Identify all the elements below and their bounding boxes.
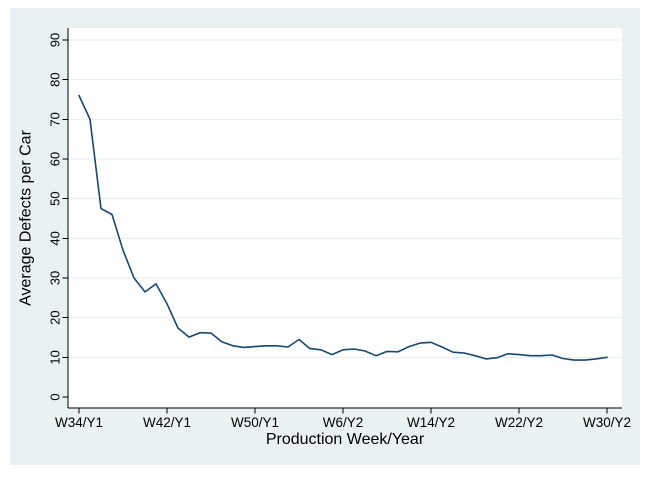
- y-tick-label-40: 40: [48, 231, 63, 245]
- y-tick-label-20: 20: [48, 310, 63, 324]
- x-tick-label-W34/Y1: W34/Y1: [55, 415, 103, 430]
- y-axis-ticks: 0 10 20 30 40 50 60 70 80 90: [48, 33, 68, 401]
- y-gridlines: [68, 39, 622, 358]
- y-tick-label-30: 30: [48, 271, 63, 285]
- y-tick-label-50: 50: [48, 191, 63, 205]
- x-tick-label-W14/Y2: W14/Y2: [407, 415, 455, 430]
- y-tick-label-10: 10: [48, 350, 63, 364]
- x-axis-ticks: W34/Y1 W42/Y1 W50/Y1 W6/Y2 W14/Y2 W22/Y2 W30/Y…: [55, 408, 631, 430]
- axes: [67, 28, 622, 409]
- x-tick-label-W50/Y1: W50/Y1: [231, 415, 279, 430]
- x-tick-label-W6/Y2: W6/Y2: [323, 415, 364, 430]
- y-tick-label-0: 0: [48, 393, 63, 400]
- x-axis-title: Production Week/Year: [266, 431, 425, 448]
- y-tick-label-60: 60: [48, 152, 63, 166]
- defects-series: [78, 94, 608, 361]
- y-tick-label-90: 90: [48, 33, 63, 47]
- y-axis-title: Average Defects per Car: [18, 129, 35, 305]
- x-tick-label-W22/Y2: W22/Y2: [495, 415, 543, 430]
- y-tick-label-70: 70: [48, 112, 63, 126]
- defects-per-car-line: [78, 94, 608, 361]
- plot-area: [68, 28, 622, 408]
- x-tick-label-W42/Y1: W42/Y1: [143, 415, 191, 430]
- x-tick-label-W30/Y2: W30/Y2: [583, 415, 631, 430]
- y-tick-label-80: 80: [48, 72, 63, 86]
